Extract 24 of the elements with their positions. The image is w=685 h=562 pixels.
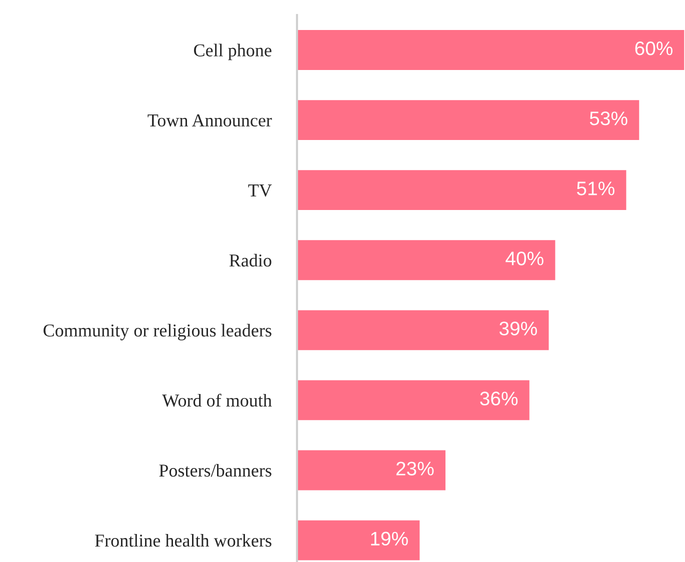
data-label: 36% (480, 392, 518, 406)
bar (297, 170, 626, 210)
y-tick-label: Community or religious leaders (44, 324, 272, 340)
bar (297, 310, 549, 350)
bar (297, 100, 640, 140)
data-label: 60% (635, 41, 673, 56)
data-label: 51% (576, 182, 614, 196)
y-tick-label: Radio (229, 254, 272, 267)
y-tick-label: Town Announcer (148, 114, 272, 126)
y-tick-label: Frontline health workers (95, 534, 272, 547)
bar (297, 240, 556, 280)
y-tick-label: TV (248, 184, 272, 197)
data-label: 23% (396, 462, 434, 476)
y-tick-label: Posters/banners (159, 464, 272, 477)
y-tick-label: Cell phone (194, 44, 272, 60)
y-tick-label: Word of mouth (162, 394, 272, 407)
bar (297, 380, 530, 420)
bar (297, 30, 684, 70)
data-label: 39% (499, 322, 537, 336)
bar (297, 520, 420, 560)
data-label: 19% (371, 532, 408, 546)
bar (297, 450, 446, 490)
data-label: 40% (506, 252, 544, 266)
data-label: 53% (590, 112, 628, 126)
